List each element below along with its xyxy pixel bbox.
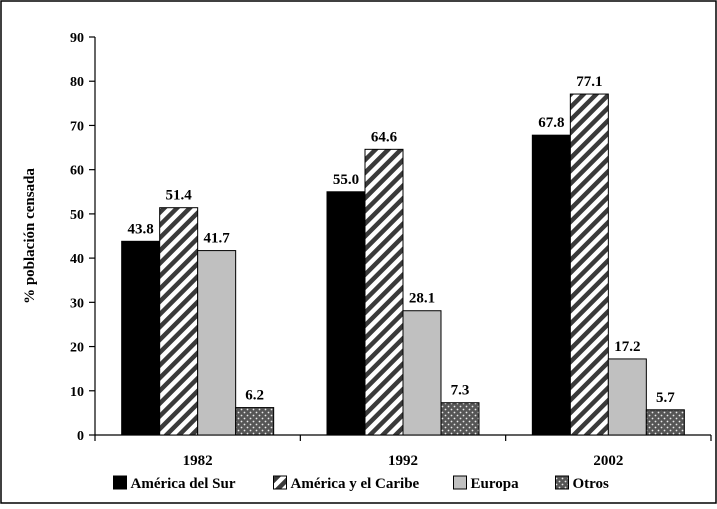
bar-américa-del-sur-1992 (326, 191, 366, 436)
bar-américa-del-sur-1982 (121, 240, 161, 436)
legend-label: Otros (573, 476, 610, 492)
bar-europa-1982 (197, 250, 237, 436)
data-label: 55.0 (333, 172, 359, 188)
legend-label: América del Sur (131, 476, 236, 492)
legend-label: América y el Caribe (291, 476, 420, 492)
data-label: 41.7 (204, 231, 231, 247)
data-label: 28.1 (409, 291, 435, 307)
x-category-label: 1982 (183, 453, 213, 469)
data-label: 67.8 (538, 115, 564, 131)
bar-otros-1992 (440, 402, 480, 436)
y-tick-label: 80 (70, 75, 84, 90)
x-category-label: 2002 (593, 453, 623, 469)
bar-otros-1982 (235, 407, 275, 436)
data-label: 17.2 (614, 339, 640, 355)
bar-europa-1992 (402, 310, 442, 436)
legend-swatch (113, 475, 127, 490)
legend-swatch (453, 475, 467, 490)
y-tick-label: 10 (70, 385, 84, 400)
data-label: 77.1 (576, 74, 602, 90)
bar-américa-del-sur-2002 (531, 134, 571, 436)
y-tick-label: 30 (70, 296, 84, 311)
data-label: 64.6 (371, 129, 398, 145)
y-tick-label: 60 (70, 164, 84, 179)
y-tick-label: 40 (70, 252, 84, 267)
y-axis-title: % población censada (22, 168, 38, 304)
y-tick-label: 0 (77, 429, 84, 444)
y-tick-label: 20 (70, 341, 84, 356)
bar-américa-y-el-caribe-1982 (159, 207, 199, 436)
legend-swatch (555, 475, 569, 490)
data-label: 43.8 (128, 221, 154, 237)
y-tick-label: 70 (70, 119, 84, 134)
legend: América del Sur América y el Caribe Europa… (113, 475, 610, 492)
legend-swatch (273, 475, 287, 490)
x-category-label: 1992 (388, 453, 418, 469)
bar-europa-2002 (607, 358, 647, 436)
data-label: 6.2 (245, 388, 264, 404)
data-label: 51.4 (166, 188, 193, 204)
data-label: 5.7 (656, 390, 675, 406)
y-tick-label: 90 (70, 31, 84, 46)
bar-américa-y-el-caribe-1992 (364, 148, 404, 436)
y-tick-label: 50 (70, 208, 84, 223)
bar-américa-y-el-caribe-2002 (569, 93, 609, 436)
legend-label: Europa (471, 476, 520, 492)
bar-otros-2002 (645, 409, 685, 436)
data-label: 7.3 (451, 383, 470, 399)
